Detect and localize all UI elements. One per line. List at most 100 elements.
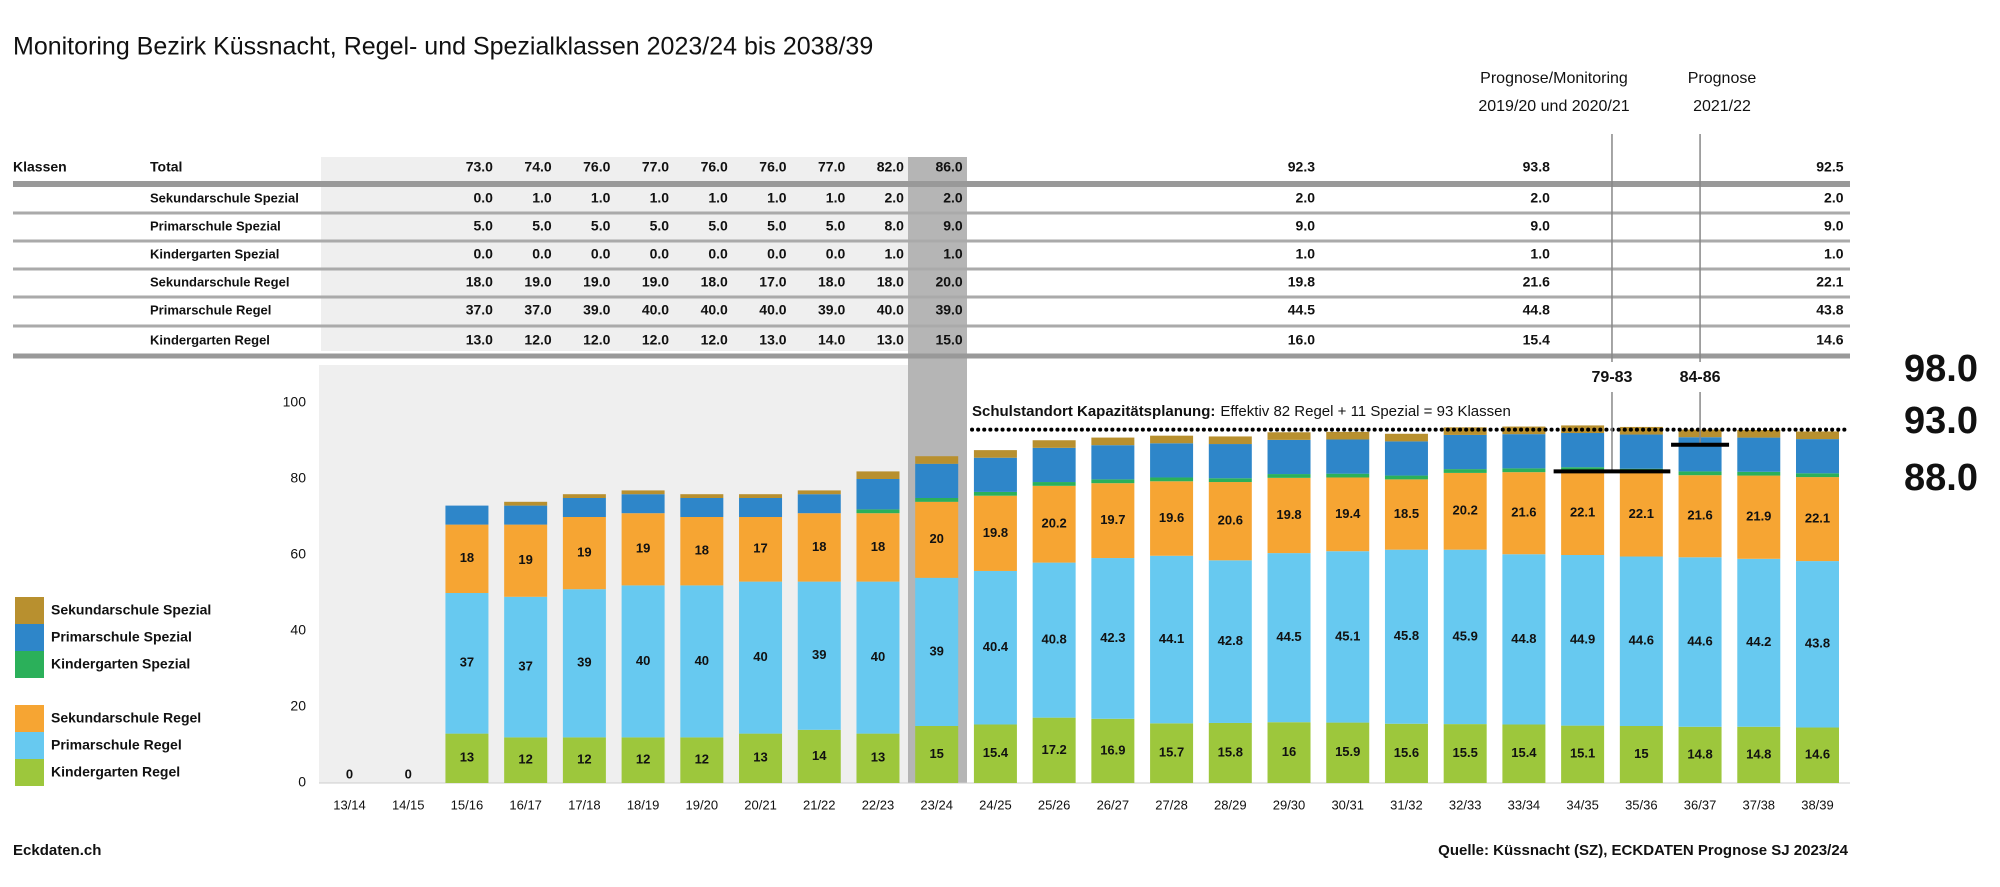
x-tick-label: 29/30	[1273, 797, 1306, 812]
period-header: 2019/20 und 2020/21	[1478, 98, 1629, 115]
data-label: 18.5	[1394, 506, 1419, 521]
table-cell: 16.0	[1288, 332, 1315, 348]
bar-segment	[445, 593, 489, 734]
source-left: Eckdaten.ch	[13, 842, 101, 859]
x-tick-label: 28/29	[1214, 797, 1247, 812]
x-tick-label: 22/23	[862, 797, 895, 812]
data-label: 44.2	[1746, 634, 1771, 649]
table-cell: 40.0	[877, 302, 904, 318]
data-label: 20.6	[1218, 513, 1243, 528]
table-cell: 15.4	[1523, 332, 1550, 348]
legend-label: Kindergarten Spezial	[51, 656, 190, 672]
bar-segment	[504, 501, 548, 506]
x-tick-label: 26/27	[1097, 797, 1130, 812]
table-cell: 5.0	[473, 218, 493, 234]
history-table-bg	[321, 157, 908, 351]
table-cell: 1.0	[767, 190, 787, 206]
bar-segment	[1267, 439, 1311, 475]
bar-segment	[1032, 447, 1076, 483]
data-label: 37	[518, 659, 532, 674]
data-label: 14.8	[1687, 746, 1712, 761]
x-tick-label: 16/17	[509, 797, 542, 812]
table-cell: 12.0	[701, 332, 728, 348]
data-label: 40	[753, 649, 767, 664]
bar-segment	[1678, 475, 1722, 558]
table-cell: 14.6	[1816, 332, 1843, 348]
table-cell: 1.0	[591, 190, 611, 206]
data-label: 45.1	[1335, 628, 1360, 643]
bar-segment	[1502, 724, 1546, 783]
bar-segment	[915, 498, 959, 502]
bar-segment	[1091, 437, 1135, 446]
bar-segment	[797, 513, 841, 582]
x-tick-label: 30/31	[1331, 797, 1364, 812]
bar-segment	[1502, 468, 1546, 473]
bar-segment	[680, 737, 724, 783]
bar-segment	[1443, 469, 1487, 473]
data-label: 14.8	[1746, 746, 1771, 761]
data-label: 15.9	[1335, 744, 1360, 759]
bar-segment	[504, 596, 548, 738]
table-cell: 1.0	[708, 190, 728, 206]
data-label: 44.9	[1570, 632, 1595, 647]
legend-swatch	[15, 651, 44, 678]
legend-label: Primarschule Spezial	[51, 629, 192, 645]
data-label: 19.8	[1276, 507, 1301, 522]
x-tick-label: 18/19	[627, 797, 660, 812]
data-label: 39	[577, 655, 591, 670]
data-label: 19.8	[983, 525, 1008, 540]
bar-segment	[1032, 717, 1076, 783]
table-cell: 1.0	[532, 190, 552, 206]
bar-segment	[1267, 477, 1311, 554]
bar-segment	[856, 509, 900, 514]
bar-segment	[1796, 477, 1839, 562]
data-label: 42.8	[1218, 633, 1243, 648]
bar-segment	[915, 726, 959, 783]
table-cell: 2.0	[943, 190, 963, 206]
table-cell: 9.0	[943, 218, 963, 234]
data-label: 14	[812, 748, 827, 763]
table-cell: 86.0	[935, 159, 962, 175]
table-cell: 9.0	[1530, 218, 1550, 234]
table-cell: 17.0	[759, 274, 786, 290]
table-row-label: Kindergarten Regel	[150, 332, 270, 347]
bar-segment	[680, 498, 724, 517]
data-label: 13	[753, 750, 767, 765]
bar-segment	[856, 479, 900, 510]
data-label: 22.1	[1805, 511, 1830, 526]
capacity-note-text: Effektiv 82 Regel + 11 Spezial = 93 Klas…	[1220, 403, 1510, 420]
bar-segment	[504, 737, 548, 783]
bar-segment	[1384, 549, 1428, 724]
bar-segment	[1561, 555, 1605, 726]
data-label: 44.6	[1629, 633, 1654, 648]
bar-segment	[1326, 431, 1370, 440]
x-tick-label: 14/15	[392, 797, 425, 812]
bar-segment	[504, 524, 548, 597]
capacity-note: Schulstandort Kapazitätsplanung: Effektiv…	[972, 403, 1511, 420]
table-cell: 19.0	[524, 274, 551, 290]
table-cell: 40.0	[642, 302, 669, 318]
table-cell: 77.0	[642, 159, 669, 175]
bar-segment	[1150, 435, 1194, 444]
table-cell: 21.6	[1523, 274, 1550, 290]
data-label: 44.6	[1687, 633, 1712, 648]
table-cell: 2.0	[1296, 190, 1316, 206]
data-label: 21.6	[1511, 505, 1536, 520]
table-corner: Klassen	[13, 159, 67, 175]
data-label: 40.4	[983, 639, 1009, 654]
bar-segment	[1032, 482, 1076, 486]
bar-segment	[1267, 432, 1311, 440]
bar-segment	[562, 589, 606, 738]
table-cell: 40.0	[759, 302, 786, 318]
bar-segment	[1502, 554, 1546, 725]
table-cell: 8.0	[885, 218, 905, 234]
bar-segment	[1561, 433, 1605, 468]
table-cell: 82.0	[877, 159, 904, 175]
table-cell: 15.0	[935, 332, 962, 348]
bar-segment	[1326, 722, 1370, 783]
bar-segment	[739, 498, 783, 517]
bar-segment	[1619, 434, 1663, 469]
chart-title: Monitoring Bezirk Küssnacht, Regel- und …	[13, 33, 873, 61]
table-cell: 19.0	[642, 274, 669, 290]
bar-segment	[680, 517, 724, 586]
